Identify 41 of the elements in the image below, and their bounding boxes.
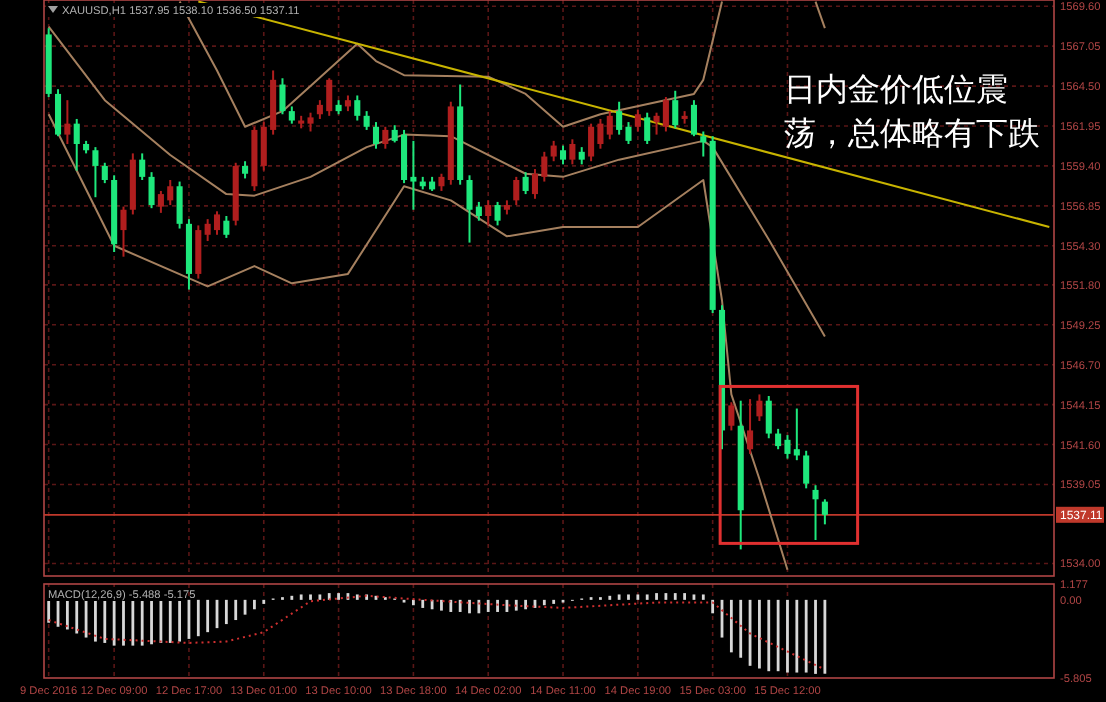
candlestick <box>765 395 772 440</box>
candlestick <box>550 139 557 163</box>
candlestick <box>372 121 380 150</box>
candlestick <box>64 99 71 145</box>
candlestick <box>634 108 641 133</box>
candlestick <box>513 175 520 207</box>
candlestick <box>382 125 389 150</box>
candlestick <box>559 144 567 166</box>
candlestick <box>148 171 155 210</box>
line-series <box>47 594 826 671</box>
candlestick <box>588 122 595 163</box>
candlestick <box>139 152 146 181</box>
candlestick <box>812 484 819 541</box>
candlestick <box>756 393 763 423</box>
candlestick <box>662 96 669 133</box>
candlestick <box>54 88 62 138</box>
candlestick <box>223 215 230 239</box>
candlestick <box>354 94 361 122</box>
candlestick <box>485 199 492 227</box>
candlestick <box>700 130 707 158</box>
candlestick <box>363 110 370 131</box>
candlestick <box>92 146 99 199</box>
candlestick <box>569 138 576 166</box>
candlestick <box>522 171 529 196</box>
candlestick <box>672 89 679 130</box>
candlestick <box>494 200 501 227</box>
annotation: 日内金价低位震荡，总体略有下跌 <box>784 70 1040 152</box>
candlestick <box>747 398 754 455</box>
candlestick <box>690 99 697 138</box>
candlestick <box>101 161 108 185</box>
candlestick <box>213 210 221 236</box>
candlestick <box>606 110 613 141</box>
candlestick <box>195 224 202 280</box>
candlestick <box>728 401 735 432</box>
candlestick <box>821 498 828 526</box>
candlestick <box>644 111 651 145</box>
candlestick <box>120 205 127 258</box>
candlestick <box>803 449 810 490</box>
candlestick <box>73 117 80 172</box>
candlestick <box>176 180 183 230</box>
candlestick <box>279 77 286 116</box>
